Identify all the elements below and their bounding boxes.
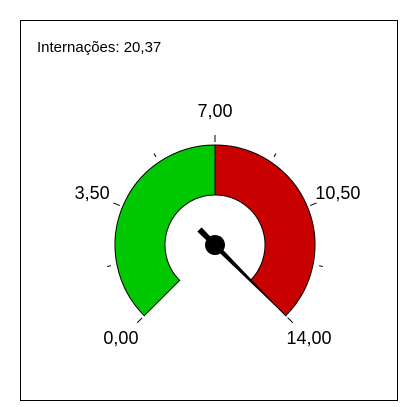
tick-mark <box>113 202 121 207</box>
tick-label: 10,50 <box>315 183 360 203</box>
gauge-band <box>214 144 316 317</box>
chart-title: Internações: 20,37 <box>37 39 161 56</box>
tick-mark <box>309 202 317 207</box>
tick-label: 3,50 <box>75 183 110 203</box>
needle-hub <box>205 235 225 255</box>
minor-tick-mark <box>153 153 157 158</box>
minor-tick-mark <box>107 265 112 267</box>
tick-mark <box>136 317 143 324</box>
tick-label: 14,00 <box>287 328 332 348</box>
tick-label: 0,00 <box>103 328 138 348</box>
gauge-band <box>114 144 216 317</box>
minor-tick-mark <box>273 153 277 158</box>
tick-label: 7,00 <box>197 101 232 121</box>
minor-tick-mark <box>318 265 323 267</box>
panel <box>20 20 398 401</box>
